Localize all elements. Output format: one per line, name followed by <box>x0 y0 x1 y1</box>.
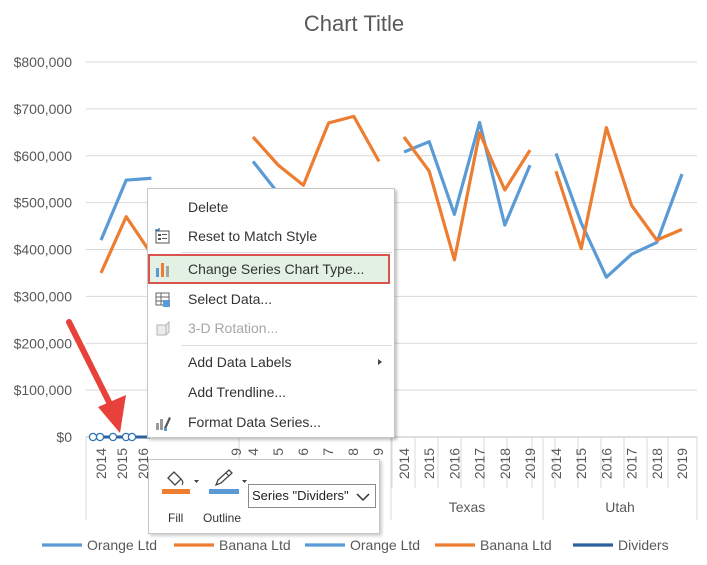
y-tick-label: $600,000 <box>14 148 73 164</box>
table-data-icon <box>154 290 172 308</box>
legend-entry: Orange Ltd <box>350 537 420 553</box>
selection-handle <box>88 432 98 442</box>
outline-button[interactable]: Outline <box>201 466 247 528</box>
legend-entry: Orange Ltd <box>87 537 157 553</box>
y-tick-label: $400,000 <box>14 242 73 258</box>
x-tick-label: 2018 <box>649 448 665 479</box>
x-tick-label: 2015 <box>421 448 437 479</box>
x-tick-label: 9 <box>370 448 386 456</box>
x-tick-label: 2014 <box>93 448 109 479</box>
x-tick-label: 2018 <box>497 448 513 479</box>
menu-item-label: Add Data Labels <box>188 354 292 370</box>
legend-entry: Banana Ltd <box>480 537 552 553</box>
selection-handle <box>127 432 137 442</box>
series-line-orange-ltd <box>99 176 152 241</box>
pen-icon <box>207 468 249 501</box>
menu-item-change-series-chart-type[interactable]: Change Series Chart Type... <box>148 254 390 284</box>
group-label: Utah <box>605 499 635 515</box>
series-select-value: Series "Dividers" <box>252 488 349 503</box>
series-line-orange-ltd <box>403 120 532 227</box>
menu-item-label: Reset to Match Style <box>188 228 318 244</box>
menu-item-add-data-labels[interactable]: Add Data Labels <box>148 348 394 376</box>
x-tick-label: 2017 <box>624 448 640 479</box>
mini-toolbar: Fill Outline Series "Dividers" <box>148 459 380 534</box>
x-tick-label: 2017 <box>472 448 488 479</box>
x-tick-label: 9 <box>228 448 244 456</box>
series-line-banana-ltd <box>251 114 381 187</box>
y-tick-label: $800,000 <box>14 54 73 70</box>
x-tick-label: 2016 <box>598 448 614 479</box>
selection-handle <box>108 432 118 442</box>
y-tick-label: $100,000 <box>14 382 73 398</box>
format-brush-icon <box>154 413 172 431</box>
fill-button[interactable]: Fill <box>155 466 203 528</box>
fill-label: Fill <box>168 511 184 525</box>
y-tick-label: $500,000 <box>14 195 73 211</box>
3d-rotation-icon <box>154 319 172 337</box>
annotation-arrow <box>66 319 126 433</box>
series-line-banana-ltd <box>402 131 532 262</box>
x-tick-label: 2015 <box>114 448 130 479</box>
y-tick-label: $0 <box>56 429 72 445</box>
menu-item-format-data-series[interactable]: Format Data Series... <box>148 408 394 436</box>
menu-item-3d-rotation: 3-D Rotation... <box>148 314 394 342</box>
series-line-banana-ltd <box>554 126 683 251</box>
x-tick-label: 2014 <box>396 448 412 479</box>
y-tick-label: $700,000 <box>14 101 73 117</box>
chart-title[interactable]: Chart Title <box>304 11 404 36</box>
x-tick-label: 2016 <box>135 448 151 479</box>
menu-item-label: 3-D Rotation... <box>188 320 279 336</box>
arrow-shaft <box>66 319 112 405</box>
x-tick-label: 2019 <box>522 448 538 479</box>
x-tick-label: 4 <box>245 448 261 456</box>
x-tick-label: 2016 <box>446 448 462 479</box>
arrow-head <box>98 395 126 433</box>
menu-item-delete[interactable]: Delete <box>148 193 394 221</box>
x-tick-label: 2015 <box>573 448 589 479</box>
menu-item-select-data[interactable]: Select Data... <box>148 285 394 313</box>
y-axis-ticks: $800,000 $700,000 $600,000 $500,000 $400,000… <box>14 54 73 445</box>
series-line-orange-ltd <box>554 152 684 279</box>
menu-item-label: Select Data... <box>188 291 273 307</box>
y-tick-label: $200,000 <box>14 335 73 351</box>
series-line-banana-ltd <box>99 215 153 274</box>
series-line-orange-ltd <box>251 160 280 195</box>
menu-item-label: Delete <box>188 199 229 215</box>
x-tick-label: 2019 <box>674 448 690 479</box>
menu-separator <box>182 345 392 346</box>
paint-bucket-icon <box>162 468 202 501</box>
x-tick-label: 7 <box>320 448 336 456</box>
chevron-right-icon <box>378 359 382 365</box>
chevron-down-icon <box>355 489 371 507</box>
menu-item-label: Change Series Chart Type... <box>188 261 365 277</box>
selection-handle <box>95 432 105 442</box>
outline-label: Outline <box>203 511 242 525</box>
legend-entry: Dividers <box>618 537 669 553</box>
menu-item-label: Format Data Series... <box>188 414 322 430</box>
reset-style-icon <box>154 227 172 245</box>
menu-separator <box>182 252 392 253</box>
bar-chart-icon <box>154 260 172 278</box>
x-tick-label: 2014 <box>548 448 564 479</box>
menu-item-label: Add Trendline... <box>188 384 287 400</box>
x-tick-label: 8 <box>345 448 361 456</box>
menu-item-reset-style[interactable]: Reset to Match Style <box>148 222 394 250</box>
legend-entry: Banana Ltd <box>219 537 291 553</box>
series-select[interactable]: Series "Dividers" <box>248 484 376 508</box>
x-tick-label: 6 <box>295 448 311 456</box>
legend: Orange Ltd Banana Ltd Orange Ltd Banana Ltd… <box>42 537 669 553</box>
series-lines <box>88 114 684 442</box>
y-tick-label: $300,000 <box>14 288 73 304</box>
menu-item-add-trendline[interactable]: Add Trendline... <box>148 378 394 406</box>
group-label: Texas <box>449 499 486 515</box>
x-tick-label: 5 <box>270 448 286 456</box>
context-menu: Delete Reset to Match Style Change Serie… <box>147 188 395 438</box>
